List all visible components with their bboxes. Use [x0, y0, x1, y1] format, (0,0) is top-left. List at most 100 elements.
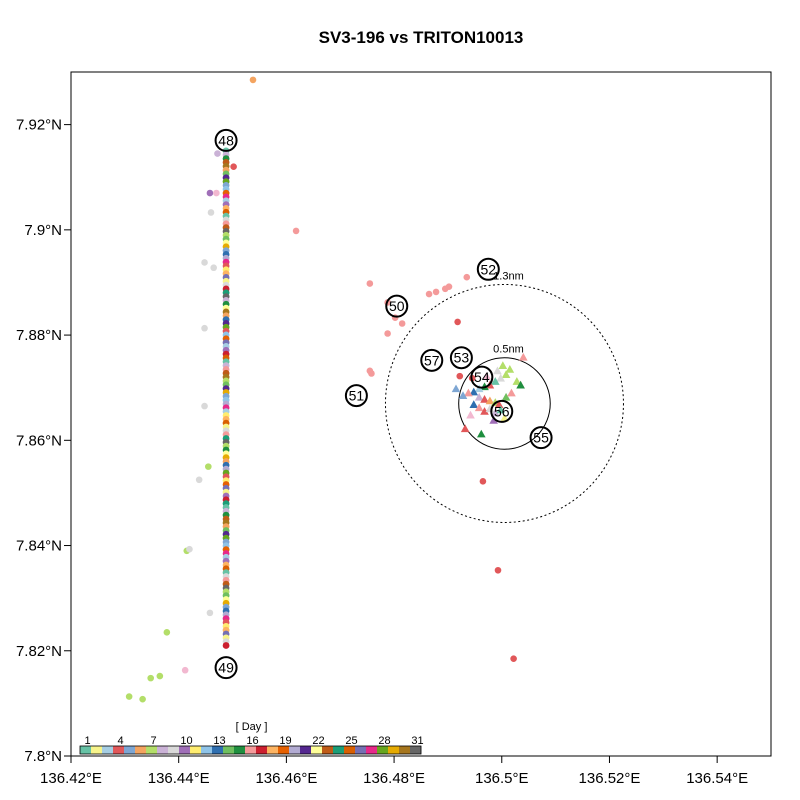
- y-tick-label: 7.92°N: [16, 117, 62, 134]
- triangle-point: [482, 371, 491, 380]
- legend-swatch: [124, 746, 136, 754]
- triangle-point: [507, 388, 516, 397]
- triangle-point: [474, 392, 484, 401]
- x-tick-label: 136.5°E: [475, 770, 529, 787]
- legend-swatch: [355, 746, 367, 754]
- scatter-point: [368, 370, 375, 377]
- scatter-point: [201, 259, 208, 266]
- triangle-point: [469, 400, 479, 408]
- scatter-point: [205, 463, 212, 470]
- legend-swatch: [377, 746, 389, 754]
- day-marker-ring: [470, 365, 494, 389]
- triangle-point: [501, 370, 511, 378]
- legend-label: 4: [117, 735, 123, 747]
- scatter-point: [181, 666, 189, 674]
- legend-swatch: [344, 746, 356, 754]
- range-ring-0.5nm: [458, 357, 551, 450]
- legend-swatch: [300, 746, 312, 754]
- scatter-point: [186, 545, 193, 553]
- day-marker-label: 56: [494, 403, 510, 419]
- triangle-point: [480, 394, 489, 403]
- triangle-point: [496, 373, 505, 382]
- legend-swatch: [234, 746, 246, 754]
- scatter-point: [454, 318, 461, 326]
- legend-swatch: [267, 746, 279, 754]
- legend-swatch: [113, 746, 125, 754]
- x-tick-label: 136.44°E: [148, 770, 210, 787]
- triangle-point: [516, 380, 525, 389]
- legend-label: 19: [279, 735, 291, 747]
- legend-swatch: [190, 746, 202, 754]
- y-tick-label: 7.9°N: [24, 222, 62, 239]
- y-tick-label: 7.82°N: [16, 643, 62, 660]
- axes: 136.42°E 136.44°E 136.46°E 136.48°E 136.5°E 1…: [16, 117, 748, 787]
- scatter-point: [494, 566, 502, 574]
- scatter-point: [425, 290, 433, 298]
- triangle-point: [460, 424, 470, 433]
- scatter-point: [398, 320, 406, 327]
- legend-label: 10: [180, 735, 192, 747]
- triangle-point: [451, 384, 461, 393]
- scatter-point: [139, 695, 146, 703]
- scatter-point: [163, 629, 171, 636]
- triangle-point: [493, 366, 502, 375]
- x-tick-label: 136.52°E: [579, 770, 641, 787]
- day-marker-label: 48: [218, 132, 234, 148]
- triangle-point: [469, 387, 479, 396]
- legend-swatch: [146, 746, 158, 754]
- legend-title: [ Day ]: [236, 721, 268, 733]
- glider-track: [222, 147, 230, 649]
- legend-swatch: [212, 746, 224, 754]
- triangle-point: [477, 429, 486, 438]
- triangle-point: [501, 392, 511, 401]
- legend-swatch: [333, 746, 345, 754]
- scatter-point: [206, 189, 214, 197]
- x-tick-label: 136.42°E: [40, 770, 102, 787]
- scatter-point: [210, 264, 217, 272]
- day-marker-label: 55: [533, 430, 549, 446]
- legend-label: 25: [345, 735, 357, 747]
- scatter-point: [384, 330, 391, 337]
- legend-swatch: [245, 746, 257, 754]
- day-marker-label: 49: [218, 660, 234, 676]
- legend-label: 28: [378, 735, 390, 747]
- scatter-point: [207, 209, 215, 216]
- scatter-point: [201, 402, 208, 410]
- triangle-point: [494, 400, 504, 408]
- day-marker-ring: [420, 348, 444, 372]
- scatter-point: [206, 609, 214, 617]
- chart-title: SV3-196 vs TRITON10013: [319, 28, 524, 47]
- legend-swatch: [388, 746, 400, 754]
- triangle-point: [505, 364, 515, 373]
- triangle-point: [491, 377, 500, 385]
- day-marker-ring: [476, 257, 500, 281]
- day-marker-ring: [449, 346, 473, 370]
- scatter-point: [156, 672, 164, 680]
- day-marker-label: 57: [424, 352, 440, 368]
- legend-label: 22: [312, 735, 324, 747]
- legend-swatch: [102, 746, 114, 754]
- scatter-point: [366, 280, 374, 287]
- legend-swatch: [322, 746, 334, 754]
- scatter-point: [230, 163, 237, 171]
- legend-swatch: [91, 746, 103, 754]
- legend-swatch: [311, 746, 323, 754]
- plot-frame: [70, 71, 772, 757]
- scatter-point: [456, 372, 464, 380]
- day-marker-ring: [344, 384, 368, 408]
- scatter-point: [125, 693, 133, 700]
- scatter-point: [147, 674, 154, 682]
- scatter-point: [463, 273, 471, 281]
- day-marker-ring: [214, 656, 238, 680]
- scatter-triangles: [451, 352, 528, 438]
- legend-swatch: [278, 746, 290, 754]
- legend-swatch: [135, 746, 147, 754]
- y-tick-label: 7.84°N: [16, 538, 62, 555]
- triangle-point: [498, 361, 508, 370]
- scatter-point: [479, 478, 487, 485]
- triangle-point: [519, 352, 528, 361]
- range-ring-1.3nm: [384, 283, 624, 523]
- day-marker-ring: [529, 426, 553, 450]
- scatter-point: [445, 283, 453, 290]
- triangle-point: [464, 388, 473, 397]
